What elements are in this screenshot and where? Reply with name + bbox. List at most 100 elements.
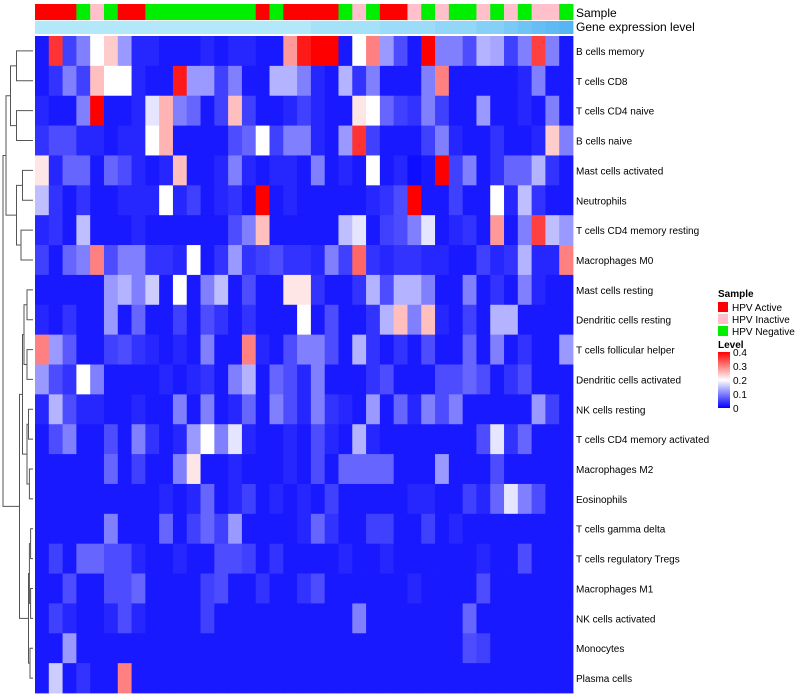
heatmap-cell xyxy=(90,603,105,634)
heatmap-cell xyxy=(531,65,546,97)
heatmap-cell xyxy=(172,424,188,455)
sample-annotation-cell xyxy=(490,4,505,20)
heatmap-cell xyxy=(338,125,353,156)
heatmap-cell xyxy=(297,185,312,216)
heatmap-cell xyxy=(379,274,395,306)
gene-expression-annotation-cell xyxy=(559,21,574,34)
heatmap-cell xyxy=(159,454,174,485)
heatmap-cell xyxy=(448,274,464,306)
heatmap-cell xyxy=(103,603,119,634)
heatmap-cell xyxy=(297,155,312,186)
row-label: Macrophages M1 xyxy=(576,585,654,596)
heatmap-cell xyxy=(366,36,381,67)
heatmap-cell xyxy=(462,394,477,425)
sample-annotation-cell xyxy=(352,4,367,20)
sample-annotation-cell xyxy=(448,4,464,20)
heatmap-cell xyxy=(559,483,574,515)
heatmap-cell xyxy=(352,95,367,126)
heatmap-cell xyxy=(228,454,243,485)
sample-annotation-cell xyxy=(559,4,574,20)
gene-expression-annotation-cell xyxy=(90,21,105,34)
heatmap-cell xyxy=(131,454,146,485)
heatmap-cell xyxy=(448,36,464,67)
sample-annotation-cell xyxy=(145,4,160,20)
heatmap-cell xyxy=(145,513,160,545)
heatmap-cell xyxy=(90,573,105,604)
heatmap-cell xyxy=(186,215,201,246)
heatmap-cell xyxy=(421,483,436,515)
heatmap-cell xyxy=(145,36,160,67)
heatmap-cell xyxy=(200,603,215,634)
heatmap-cell xyxy=(435,364,450,395)
heatmap-cell xyxy=(338,185,353,216)
heatmap-cell xyxy=(476,633,491,664)
heatmap-cell xyxy=(76,543,91,574)
legend-entry-label: HPV Active xyxy=(732,303,782,314)
heatmap-cell xyxy=(462,663,477,694)
heatmap-cell xyxy=(283,454,298,485)
heatmap-cell xyxy=(366,424,381,455)
heatmap-cell xyxy=(228,543,243,574)
heatmap-cell xyxy=(310,603,326,634)
dendrogram-branch xyxy=(16,110,33,142)
heatmap-cell xyxy=(297,364,312,395)
heatmap-cell xyxy=(117,215,132,246)
heatmap-cell xyxy=(490,573,505,604)
sample-annotation-cell xyxy=(117,4,132,20)
heatmap-cell xyxy=(159,245,174,276)
heatmap-cell xyxy=(407,245,422,276)
heatmap-cell xyxy=(545,95,560,126)
heatmap-cell xyxy=(214,245,229,276)
heatmap-cell xyxy=(35,274,50,306)
heatmap-cell xyxy=(366,215,381,246)
gene-expression-annotation-cell xyxy=(35,21,50,34)
heatmap-cell xyxy=(324,36,339,67)
heatmap-cell xyxy=(76,95,91,126)
heatmap-cell xyxy=(200,36,215,67)
gene-expression-annotation-cell xyxy=(531,21,546,34)
heatmap-cell xyxy=(228,394,243,425)
heatmap-cell xyxy=(559,513,574,545)
heatmap-cell xyxy=(90,454,105,485)
heatmap-cell xyxy=(131,36,146,67)
heatmap-cell xyxy=(310,663,326,694)
row-label: Macrophages M2 xyxy=(576,465,654,476)
heatmap-cell xyxy=(172,36,188,67)
heatmap-cell xyxy=(241,633,257,664)
heatmap-cell xyxy=(462,573,477,604)
heatmap-cell xyxy=(62,155,77,186)
heatmap-cell xyxy=(421,304,436,336)
heatmap-cell xyxy=(310,155,326,186)
heatmap-cell xyxy=(200,573,215,604)
heatmap-cell xyxy=(90,65,105,97)
heatmap-cell xyxy=(490,65,505,97)
heatmap-cell xyxy=(407,663,422,694)
heatmap-cell xyxy=(172,274,188,306)
gene-expression-annotation-cell xyxy=(366,21,381,34)
heatmap-cell xyxy=(338,424,353,455)
heatmap-cell xyxy=(324,663,339,694)
heatmap-cell xyxy=(462,334,477,365)
heatmap-cell xyxy=(421,394,436,425)
heatmap-cell xyxy=(324,245,339,276)
heatmap-cell xyxy=(448,543,464,574)
heatmap-cell xyxy=(504,603,519,634)
heatmap-cell xyxy=(172,573,188,604)
heatmap-cell xyxy=(103,483,119,515)
heatmap-cell xyxy=(117,245,132,276)
heatmap-cell xyxy=(48,36,63,67)
heatmap-cell xyxy=(407,65,422,97)
heatmap-cell xyxy=(407,95,422,126)
heatmap-cell xyxy=(476,454,491,485)
heatmap-cell xyxy=(517,364,533,395)
heatmap-cell xyxy=(90,215,105,246)
heatmap-cell xyxy=(172,483,188,515)
heatmap-cell xyxy=(117,454,132,485)
heatmap-cell xyxy=(228,155,243,186)
gene-expression-annotation-cell xyxy=(186,21,201,34)
dendrogram-branch xyxy=(10,65,17,127)
heatmap-cell xyxy=(517,454,533,485)
heatmap-cell xyxy=(504,215,519,246)
heatmap-cell xyxy=(241,185,257,216)
heatmap-cell xyxy=(48,215,63,246)
